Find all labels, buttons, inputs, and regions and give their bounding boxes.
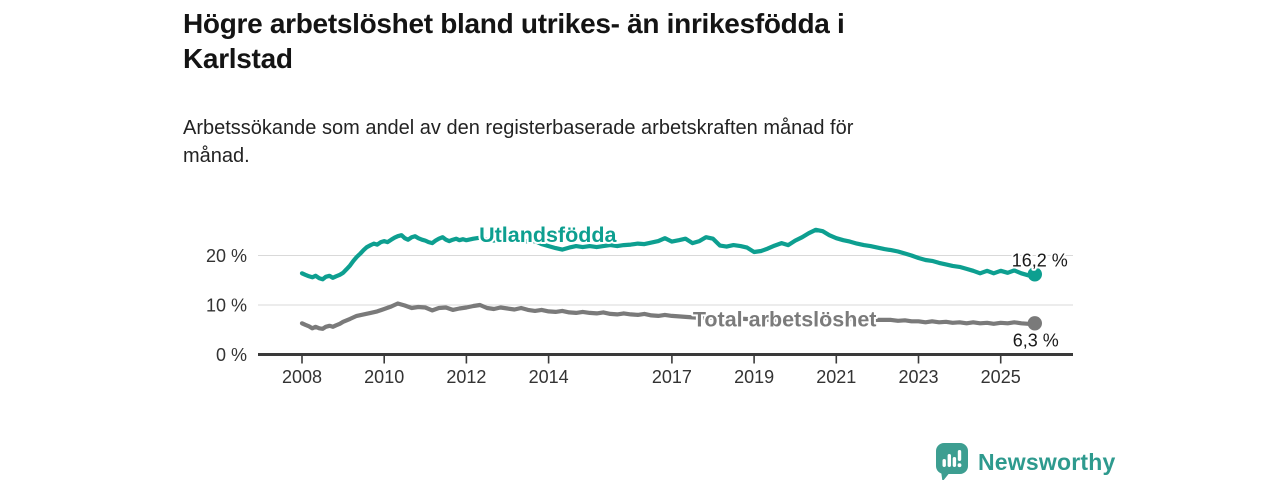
series-line-total-arbetsloshet — [299, 301, 1037, 331]
newsworthy-wordmark: Newsworthy — [978, 449, 1116, 475]
x-axis-tick-label: 2008 — [282, 367, 322, 387]
x-axis-tick-label: 2023 — [898, 367, 938, 387]
x-axis-tick-label: 2017 — [652, 367, 692, 387]
x-axis-tick-label: 2012 — [446, 367, 486, 387]
y-axis-label: 20 % — [206, 246, 247, 266]
x-axis-tick-label: 2019 — [734, 367, 774, 387]
y-axis-label: 10 % — [206, 296, 247, 316]
series-end-value-utlandsfodda: 16,2 % — [1012, 250, 1068, 270]
chart-title: Högre arbetslöshet bland utrikes- än inr… — [183, 8, 845, 75]
series-end-dot-utlandsfodda — [1027, 267, 1043, 282]
newsworthy-logo: Newsworthy — [935, 442, 1115, 480]
series-end-value-total-arbetsloshet: 6,3 % — [1013, 330, 1059, 350]
series-label-total-arbetsloshet: Total arbetslöshet — [693, 308, 877, 332]
newsworthy-logo-icon — [935, 442, 969, 480]
series-end-dot-total-arbetsloshet — [1027, 316, 1043, 331]
x-axis-tick-label: 2010 — [364, 367, 404, 387]
series-label-utlandsfodda: Utlandsfödda — [479, 223, 617, 247]
y-axis-label: 0 % — [216, 345, 247, 365]
x-axis-tick-label: 2025 — [981, 367, 1021, 387]
x-axis-tick-label: 2021 — [816, 367, 856, 387]
x-axis-tick-label: 2014 — [529, 367, 569, 387]
series-line-utlandsfodda — [299, 227, 1037, 282]
chart-subtitle: Arbetssökande som andel av den registerb… — [183, 117, 854, 168]
